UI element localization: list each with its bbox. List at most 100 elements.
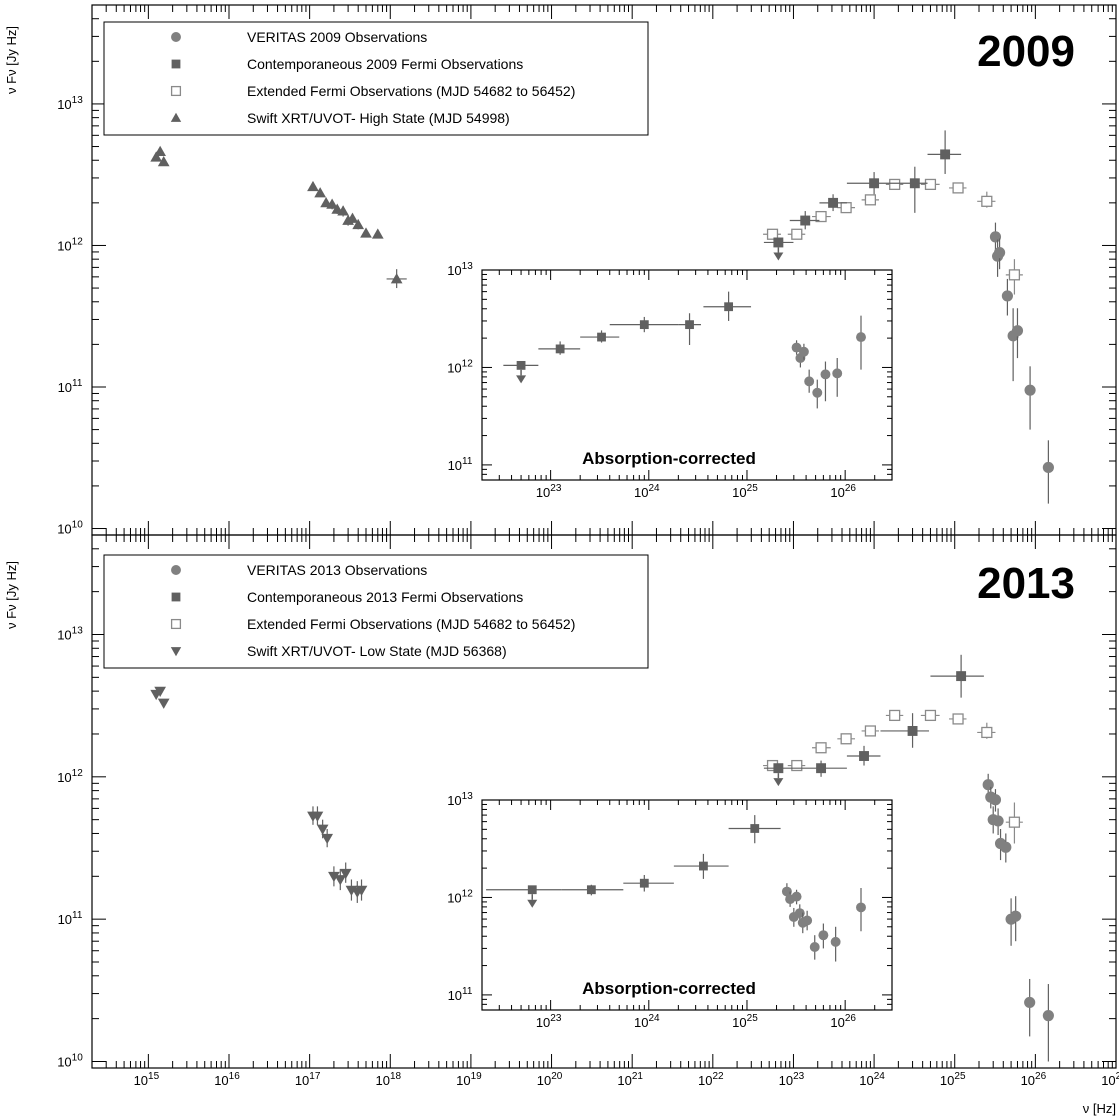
y-axis-title: ν Fν [Jy Hz]: [4, 561, 19, 629]
series-square: [503, 291, 752, 384]
x-tick-label: 1016: [214, 1071, 240, 1088]
point-marker: [994, 247, 1006, 259]
x-tick-label: 1017: [295, 1071, 321, 1088]
point-marker: [791, 342, 802, 353]
point-marker: [1001, 290, 1013, 302]
y-tick-label: 1013: [57, 95, 83, 112]
legend-marker-circle: [171, 32, 181, 42]
x-tick-label: 1019: [456, 1071, 482, 1088]
point-marker: [864, 194, 877, 206]
series-square: [486, 815, 781, 908]
series-open-square: [763, 709, 1023, 844]
point-marker: [352, 218, 365, 230]
point-marker: [773, 763, 784, 774]
legend-marker-triangle-down: [170, 647, 182, 657]
x-tick-label: 1025: [732, 483, 758, 500]
series-circle: [982, 773, 1054, 1062]
point-marker: [311, 811, 324, 822]
legend-marker-triangle-up: [170, 112, 182, 122]
x-tick-label: 1025: [732, 1013, 758, 1030]
point-marker: [856, 902, 866, 913]
point-marker: [864, 725, 877, 737]
legend-label: VERITAS 2013 Observations: [247, 562, 427, 578]
y-tick-label: 1013: [447, 791, 473, 808]
point-marker: [360, 227, 372, 238]
series-circle: [791, 315, 866, 409]
point-marker: [800, 215, 811, 226]
point-marker: [989, 794, 1002, 806]
point-marker: [989, 231, 1002, 243]
point-marker: [924, 178, 937, 191]
x-tick-label: 1022: [698, 1071, 724, 1088]
point-marker: [154, 686, 166, 697]
y-tick-label: 1011: [58, 910, 83, 927]
legend-label: Extended Fermi Observations (MJD 54682 t…: [247, 616, 575, 632]
point-marker: [157, 698, 170, 709]
x-tick-label: 1020: [537, 1071, 563, 1088]
point-marker: [815, 210, 827, 223]
point-marker: [639, 320, 649, 330]
point-marker: [334, 875, 347, 886]
point-marker: [982, 779, 994, 791]
point-marker: [307, 180, 319, 192]
point-marker: [940, 149, 951, 160]
x-tick-label: 1024: [859, 1071, 885, 1088]
point-marker: [516, 360, 526, 370]
upper-limit-arrow: [527, 899, 538, 908]
x-tick-label: 1026: [1021, 1071, 1047, 1088]
x-tick-label: 1023: [536, 483, 562, 500]
point-marker: [170, 112, 182, 122]
point-marker: [1042, 1010, 1054, 1022]
point-marker: [339, 868, 352, 880]
x-tick-label: 1024: [634, 483, 660, 500]
series-circle: [781, 883, 866, 962]
point-marker: [791, 759, 803, 772]
point-marker: [981, 195, 993, 207]
point-marker: [1008, 269, 1021, 281]
point-marker: [1042, 461, 1054, 474]
point-marker: [171, 32, 181, 42]
point-marker: [992, 815, 1004, 827]
y-tick-label: 1010: [57, 1052, 83, 1069]
point-marker: [154, 145, 166, 157]
point-marker: [820, 369, 831, 380]
panel-year-label: 2013: [977, 559, 1075, 608]
point-marker: [815, 742, 827, 754]
panel-year-label: 2009: [977, 27, 1075, 76]
point-marker: [791, 228, 803, 240]
point-marker: [699, 861, 708, 871]
y-tick-label: 1012: [57, 236, 83, 253]
legend-label: Extended Fermi Observations (MJD 54682 t…: [247, 83, 575, 99]
point-marker: [1000, 841, 1012, 853]
point-marker: [798, 346, 809, 357]
legend-label: VERITAS 2009 Observations: [247, 29, 427, 45]
y-tick-label: 1013: [57, 625, 83, 642]
point-marker: [859, 751, 869, 761]
point-marker: [346, 212, 359, 223]
y-tick-label: 1011: [58, 378, 83, 395]
point-marker: [170, 85, 182, 97]
y-tick-label: 1012: [57, 768, 83, 785]
point-marker: [804, 376, 815, 387]
x-tick-label: 1021: [617, 1071, 643, 1088]
panel-2013: 1015 1016 1017 1018 1019 1020 1021 1022 1023 1024…: [4, 534, 1119, 1088]
point-marker: [802, 915, 813, 926]
point-marker: [809, 942, 820, 952]
point-marker: [907, 726, 918, 736]
point-marker: [812, 387, 823, 398]
point-marker: [555, 344, 565, 354]
x-axis-title: ν [Hz]: [1083, 1101, 1116, 1116]
x-tick-label: 1025: [940, 1071, 966, 1088]
point-marker: [328, 871, 340, 883]
point-marker: [597, 332, 606, 342]
legend: VERITAS 2013 Observations Contemporaneous…: [103, 554, 649, 669]
inset-plot: 1023 1024 1025 1026 1011 1012 1013 Absorption-c…: [447, 261, 893, 500]
legend-label: Contemporaneous 2013 Fermi Observations: [247, 589, 523, 605]
y-axis-title: ν Fν [Jy Hz]: [4, 26, 19, 94]
point-marker: [828, 197, 839, 208]
y-tick-label: 1012: [447, 358, 473, 375]
upper-limit-arrow: [516, 375, 527, 384]
point-marker: [869, 178, 880, 189]
point-marker: [527, 885, 537, 895]
